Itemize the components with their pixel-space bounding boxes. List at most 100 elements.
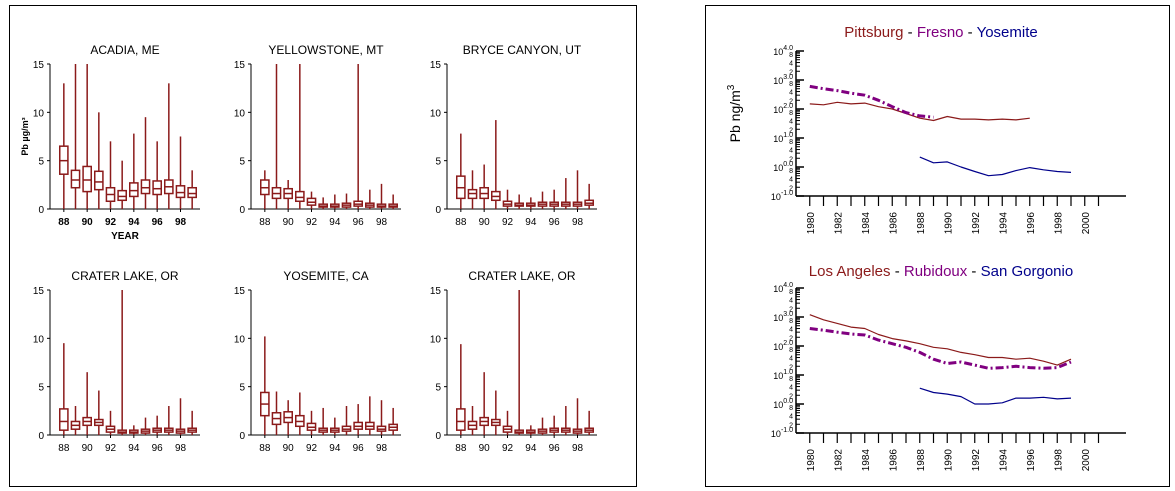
- x-tick-label: 90: [283, 217, 295, 228]
- y-label-exponent: 3: [726, 84, 737, 90]
- box: [70, 169, 81, 189]
- y-tick-base: 10: [773, 342, 783, 352]
- y-tick-label: 0: [435, 431, 441, 442]
- x-tick-label: 1996: [1026, 449, 1037, 472]
- x-tick-label: 1988: [916, 212, 927, 235]
- y-tick-label: 5: [38, 157, 44, 168]
- y-tick-label: 5: [239, 383, 245, 394]
- y-tick-exponent: -1.0: [781, 190, 793, 197]
- x-tick-label: 90: [283, 443, 295, 454]
- box: [82, 165, 93, 193]
- box: [117, 189, 128, 202]
- box: [152, 180, 162, 196]
- x-tick-label: 1982: [833, 449, 844, 472]
- y-tick-label: 10: [234, 334, 246, 345]
- y-tick-label: 104.0: [773, 282, 793, 294]
- y-tick-label: 5: [239, 157, 245, 168]
- box-plot-6: CRATER LAKE, OR 0 5 10 15 88 90 92 94 96 98: [430, 269, 597, 454]
- y-tick-base: 10: [771, 429, 781, 439]
- y-minor-label: 4: [789, 385, 793, 392]
- x-tick-label: 1990: [943, 212, 954, 235]
- y-tick-base: 10: [773, 371, 783, 381]
- y-tick-exponent: 2.0: [783, 103, 793, 110]
- x-tick-label: 1994: [998, 212, 1009, 235]
- y-tick-label: 15: [234, 286, 246, 297]
- title-part: Pittsburg: [844, 24, 903, 41]
- y-tick-label: 5: [38, 383, 44, 394]
- y-minor-label: 2: [789, 127, 793, 134]
- y-tick-label: 15: [234, 60, 246, 71]
- title-part: -: [891, 263, 904, 280]
- x-tick-label: 1998: [1053, 449, 1064, 472]
- x-tick-label: 1980: [806, 212, 817, 235]
- y-tick-exponent: 1.0: [783, 369, 793, 376]
- y-tick-base: 10: [773, 105, 783, 115]
- x-tick-label: 98: [175, 217, 187, 228]
- y-tick-base: 10: [773, 47, 783, 57]
- y-tick-label: 15: [33, 286, 45, 297]
- x-tick-label: 1980: [806, 449, 817, 472]
- y-tick-exponent: 4.0: [783, 45, 793, 52]
- x-tick-label: 98: [376, 443, 388, 454]
- x-tick-label: 92: [105, 217, 117, 228]
- title-part: -: [967, 263, 980, 280]
- x-tick-label: 1998: [1053, 212, 1064, 235]
- x-tick-label: 92: [502, 443, 514, 454]
- x-tick-label: 2000: [1081, 449, 1092, 472]
- y-tick-base: 10: [773, 134, 783, 144]
- x-tick-label: 96: [549, 217, 561, 228]
- x-tick-label: 88: [455, 443, 467, 454]
- y-tick-label: 104.0: [773, 45, 793, 57]
- x-tick-label: 90: [479, 217, 491, 228]
- y-tick-label: 15: [430, 286, 442, 297]
- box-plot-1: ACADIA, ME 0 5 10 15 88 90 92 94 96 98 Pb µg/m³ YEAR: [20, 43, 200, 242]
- x-axis-label: YEAR: [111, 231, 140, 242]
- y-tick-exponent: -1.0: [781, 427, 793, 434]
- x-tick-label: 88: [259, 443, 271, 454]
- x-tick-label: 98: [175, 443, 187, 454]
- y-minor-label: 4: [789, 177, 793, 184]
- y-minor-label: 4: [789, 414, 793, 421]
- y-minor-label: 4: [789, 61, 793, 68]
- y-tick-label: 0: [435, 205, 441, 216]
- y-tick-label: 101.0: [773, 369, 793, 381]
- y-minor-label: 8: [789, 347, 793, 354]
- y-tick-label: 100.0: [773, 161, 793, 173]
- y-tick-label: 0: [38, 431, 44, 442]
- title-part: Los Angeles: [809, 263, 891, 280]
- line-chart-title: Los Angeles - Rubidoux - San Gorgonio: [809, 263, 1073, 280]
- y-tick-label: 0: [239, 431, 245, 442]
- y-minor-label: 4: [789, 119, 793, 126]
- y-minor-label: 2: [789, 98, 793, 105]
- y-tick-exponent: 1.0: [783, 132, 793, 139]
- y-tick-label: 5: [435, 383, 441, 394]
- y-minor-label: 2: [789, 156, 793, 163]
- x-tick-label: 92: [105, 443, 117, 454]
- y-tick-base: 10: [773, 313, 783, 323]
- series-line-san-gorgonio: [919, 387, 1072, 405]
- box: [295, 190, 305, 203]
- y-minor-label: 2: [789, 69, 793, 76]
- y-minor-label: 8: [789, 139, 793, 146]
- line-chart-1: Pittsburg - Fresno - Yosemite24824824824…: [726, 24, 1126, 234]
- x-tick-label: 96: [152, 443, 164, 454]
- left-panel: ACADIA, ME 0 5 10 15 88 90 92 94 96 98 Pb µg/m³ YEAR…: [9, 5, 637, 487]
- x-tick-label: 1990: [943, 449, 954, 472]
- box-plot-2: YELLOWSTONE, MT 0 5 10 15 88 90 92 94 96 98: [234, 43, 401, 228]
- x-tick-label: 92: [306, 217, 318, 228]
- x-tick-label: 1992: [971, 212, 982, 235]
- y-tick-label: 101.0: [773, 132, 793, 144]
- y-minor-label: 4: [789, 327, 793, 334]
- x-tick-label: 2000: [1081, 212, 1092, 235]
- y-tick-label: 15: [33, 60, 45, 71]
- y-minor-label: 4: [789, 90, 793, 97]
- y-tick-label: 10: [430, 334, 442, 345]
- series-line-yosemite: [919, 156, 1072, 177]
- series-line-rubidoux: [809, 327, 1072, 370]
- series-line-fresno: [809, 84, 934, 119]
- box-plot-5: YOSEMITE, CA 0 5 10 15 88 90 92 94 96 98: [234, 269, 401, 454]
- x-tick-label: 98: [572, 443, 584, 454]
- y-tick-exponent: 0.0: [783, 161, 793, 168]
- x-tick-label: 96: [353, 443, 365, 454]
- x-tick-label: 1982: [833, 212, 844, 235]
